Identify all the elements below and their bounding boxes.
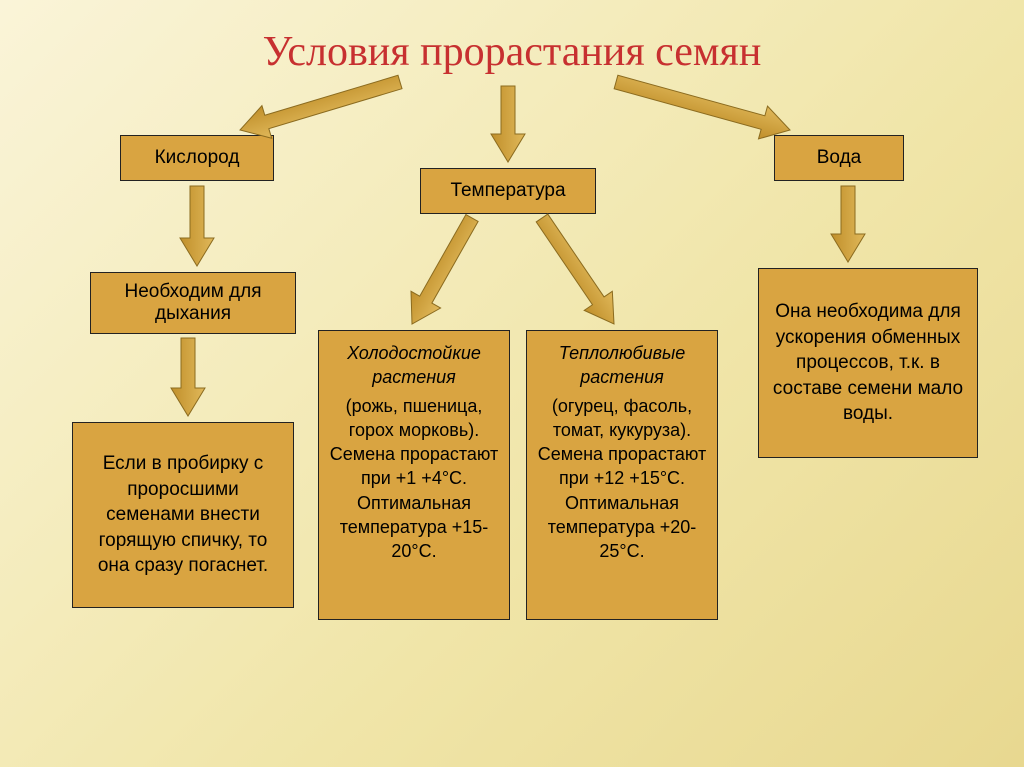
warm-header: Теплолюбивые растения <box>535 341 709 390</box>
arrow-temp-to-warm <box>528 208 628 333</box>
node-temperature-label: Температура <box>450 180 565 202</box>
node-breathing: Необходим для дыхания <box>90 272 296 334</box>
node-warm-plants: Теплолюбивые растения (огурец, фасоль, т… <box>526 330 718 620</box>
warm-body: (огурец, фасоль, томат, кукуруза). Семен… <box>535 394 709 564</box>
node-cold-plants: Холодостойкие растения (рожь, пшеница, г… <box>318 330 510 620</box>
node-breathing-label: Необходим для дыхания <box>101 281 285 325</box>
arrow-title-to-water <box>611 66 794 147</box>
diagram-title: Условия прорастания семян <box>263 28 762 76</box>
arrow-oxygen-to-breathing <box>180 186 214 266</box>
node-water-text: Она необходима для ускорения обменных пр… <box>758 268 978 458</box>
node-tube-label: Если в пробирку с проросшими семенами вн… <box>81 451 285 579</box>
node-oxygen: Кислород <box>120 135 274 181</box>
node-water: Вода <box>774 135 904 181</box>
arrow-breathing-to-tube <box>171 338 205 416</box>
arrow-water-to-text <box>831 186 865 262</box>
arrow-title-to-temperature <box>491 86 525 162</box>
cold-header: Холодостойкие растения <box>327 341 501 390</box>
node-tube-text: Если в пробирку с проросшими семенами вн… <box>72 422 294 608</box>
cold-body: (рожь, пшеница, горох морковь). Семена п… <box>327 394 501 564</box>
node-temperature: Температура <box>420 168 596 214</box>
arrow-temp-to-cold <box>397 210 487 333</box>
node-oxygen-label: Кислород <box>155 147 240 169</box>
water-text-label: Она необходима для ускорения обменных пр… <box>767 299 969 427</box>
node-water-label: Вода <box>817 147 861 169</box>
